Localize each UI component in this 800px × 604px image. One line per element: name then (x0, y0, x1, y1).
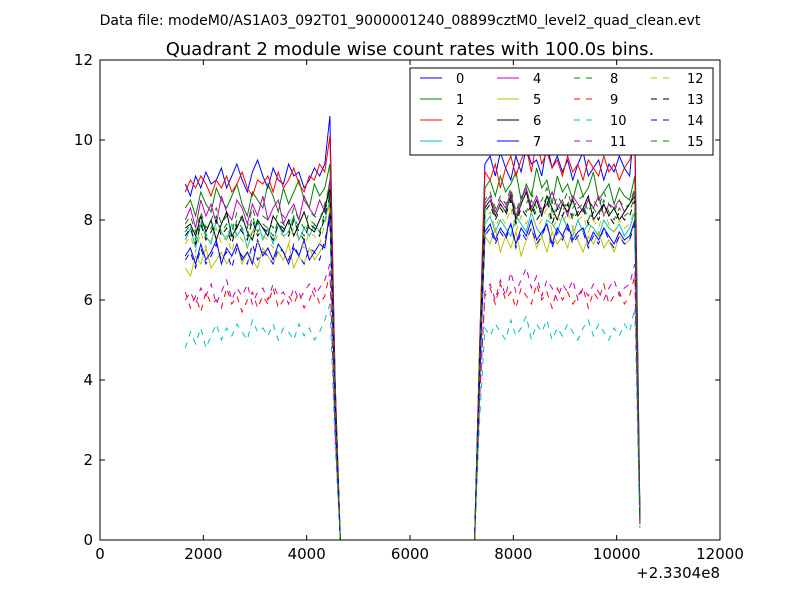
x-tick-label: 4000 (288, 545, 326, 563)
series-line-15 (184, 191, 641, 541)
legend-label-10: 10 (610, 114, 627, 129)
x-offset-label: +2.3304e8 (636, 564, 720, 582)
legend-label-0: 0 (456, 72, 464, 87)
y-tick-label: 2 (83, 451, 93, 469)
y-tick-label: 12 (74, 51, 93, 69)
legend-label-12: 12 (687, 72, 704, 87)
legend-label-13: 13 (687, 93, 704, 108)
legend-box (409, 67, 714, 156)
y-tick-label: 0 (83, 531, 93, 549)
legend-label-3: 3 (456, 135, 464, 150)
legend-label-1: 1 (456, 93, 464, 108)
x-tick-label: 0 (95, 545, 105, 563)
chart-title: Quadrant 2 module wise count rates with … (166, 39, 655, 60)
x-tick-label: 8000 (494, 545, 532, 563)
legend-label-9: 9 (610, 93, 618, 108)
x-tick-label: 2000 (184, 545, 222, 563)
legend-label-2: 2 (456, 114, 464, 129)
series-line-11 (184, 263, 641, 541)
x-tick-label: 12000 (696, 545, 744, 563)
legend-label-14: 14 (687, 114, 704, 129)
legend-label-11: 11 (610, 135, 627, 150)
legend-label-4: 4 (533, 72, 541, 87)
suptitle: Data file: modeM0/AS1A03_092T01_90000012… (100, 13, 701, 29)
y-tick-label: 6 (83, 291, 93, 309)
y-tick-label: 4 (83, 371, 93, 389)
legend-label-6: 6 (533, 114, 541, 129)
legend-label-5: 5 (533, 93, 541, 108)
legend-label-15: 15 (687, 135, 704, 150)
legend-label-8: 8 (610, 72, 618, 87)
y-tick-label: 8 (83, 211, 93, 229)
series-line-12 (184, 203, 641, 541)
x-tick-label: 6000 (391, 545, 429, 563)
series-line-9 (184, 271, 641, 541)
x-tick-label: 10000 (593, 545, 641, 563)
legend-label-7: 7 (533, 135, 541, 150)
y-tick-label: 10 (74, 131, 93, 149)
